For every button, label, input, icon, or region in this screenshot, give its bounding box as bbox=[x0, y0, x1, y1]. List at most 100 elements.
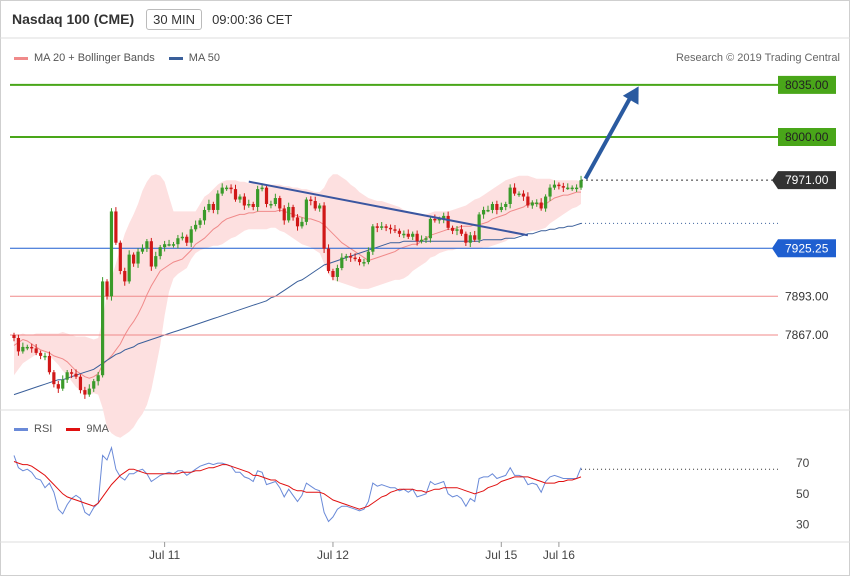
candle-body bbox=[304, 199, 308, 222]
candle-body bbox=[12, 335, 16, 338]
candle bbox=[154, 251, 158, 269]
candle bbox=[526, 192, 530, 208]
candle bbox=[349, 252, 353, 262]
candle bbox=[295, 214, 300, 231]
candle-body bbox=[291, 206, 295, 218]
candle-body bbox=[366, 251, 370, 263]
candle bbox=[428, 215, 433, 243]
candle-body bbox=[570, 187, 574, 190]
price-level-tag-5: 7867.00 bbox=[785, 328, 829, 342]
candle bbox=[74, 369, 78, 379]
candle bbox=[552, 180, 557, 190]
candle bbox=[282, 205, 286, 225]
candle bbox=[264, 185, 269, 208]
candle bbox=[38, 350, 43, 360]
candle bbox=[69, 368, 74, 379]
candle-body bbox=[251, 204, 255, 207]
candle bbox=[123, 267, 127, 286]
candle-body bbox=[123, 271, 127, 282]
candle bbox=[406, 229, 410, 239]
candle-body bbox=[269, 204, 273, 206]
candle bbox=[194, 220, 198, 232]
candle-body bbox=[415, 233, 419, 242]
candle-body bbox=[189, 229, 193, 243]
candle bbox=[171, 241, 176, 248]
price-level-tag-1: 8000.00 bbox=[778, 128, 836, 146]
candle-body bbox=[402, 233, 406, 236]
price-legend: MA 20 + Bollinger Bands MA 50 bbox=[14, 52, 234, 64]
candle-body bbox=[52, 372, 56, 385]
candle bbox=[12, 332, 16, 342]
candle bbox=[167, 239, 171, 247]
candle-body bbox=[450, 227, 455, 231]
level-tag-bg bbox=[772, 239, 836, 258]
price-level-tag-4: 7893.00 bbox=[785, 289, 829, 303]
candle bbox=[566, 183, 570, 190]
x-tick-label: Jul 15 bbox=[485, 548, 517, 562]
candle bbox=[371, 224, 375, 255]
candle bbox=[357, 256, 362, 266]
candle-body bbox=[65, 372, 69, 380]
candle bbox=[512, 183, 517, 196]
candle-body bbox=[145, 241, 149, 249]
candle-body bbox=[198, 220, 202, 225]
bollinger-band bbox=[14, 174, 581, 438]
timeframe-button[interactable]: 30 MIN bbox=[146, 8, 203, 30]
candle bbox=[539, 198, 543, 211]
candle-body bbox=[508, 187, 512, 204]
candle bbox=[411, 231, 415, 241]
candle-body bbox=[566, 187, 570, 190]
candle-body bbox=[260, 187, 264, 190]
price-level-label-3: 7925.25 bbox=[785, 241, 829, 255]
candle-body bbox=[539, 202, 543, 209]
candle-body bbox=[521, 193, 526, 197]
legend-label-ma9: 9MA bbox=[86, 423, 109, 435]
candle-body bbox=[411, 233, 415, 237]
candle bbox=[490, 201, 495, 214]
candle bbox=[251, 201, 255, 211]
candle bbox=[309, 196, 313, 206]
candle-body bbox=[132, 254, 136, 264]
candle-body bbox=[109, 211, 114, 297]
candle bbox=[481, 206, 486, 219]
candle-body bbox=[61, 379, 65, 389]
candle bbox=[287, 202, 291, 223]
candle-body bbox=[349, 256, 353, 258]
candle-body bbox=[149, 241, 153, 267]
candle-body bbox=[118, 242, 122, 271]
candle bbox=[140, 244, 145, 254]
candle-body bbox=[481, 209, 486, 215]
candle-body bbox=[211, 204, 215, 210]
candle bbox=[65, 370, 69, 383]
candle-body bbox=[136, 251, 140, 264]
candle bbox=[313, 196, 317, 211]
candle-body bbox=[256, 189, 260, 207]
candle bbox=[132, 252, 136, 267]
candle-body bbox=[282, 208, 286, 221]
candle-body bbox=[300, 221, 304, 227]
candle-body bbox=[194, 224, 198, 230]
candle-body bbox=[544, 196, 548, 209]
candle bbox=[56, 380, 60, 393]
legend-label-bollinger: MA 20 + Bollinger Bands bbox=[34, 52, 155, 64]
candle-body bbox=[495, 204, 499, 210]
candle-body bbox=[171, 244, 176, 246]
candle bbox=[136, 248, 140, 268]
price-level-tag-2: 7971.00 bbox=[772, 171, 836, 190]
candle bbox=[468, 231, 472, 248]
candle-body bbox=[464, 233, 468, 243]
credit-text: Research © 2019 Trading Central bbox=[675, 52, 840, 64]
candle-body bbox=[47, 355, 52, 373]
candle bbox=[87, 384, 91, 397]
candle bbox=[225, 185, 229, 191]
candle bbox=[402, 230, 406, 239]
candle bbox=[304, 197, 308, 226]
candle bbox=[242, 193, 246, 210]
candle-body bbox=[353, 257, 357, 260]
timestamp: 09:00:36 CET bbox=[212, 11, 293, 27]
price-level-label-4: 7893.00 bbox=[785, 289, 829, 303]
candle-body bbox=[468, 235, 472, 243]
candle bbox=[380, 222, 384, 231]
candle bbox=[247, 199, 251, 208]
candle-body bbox=[34, 348, 38, 353]
